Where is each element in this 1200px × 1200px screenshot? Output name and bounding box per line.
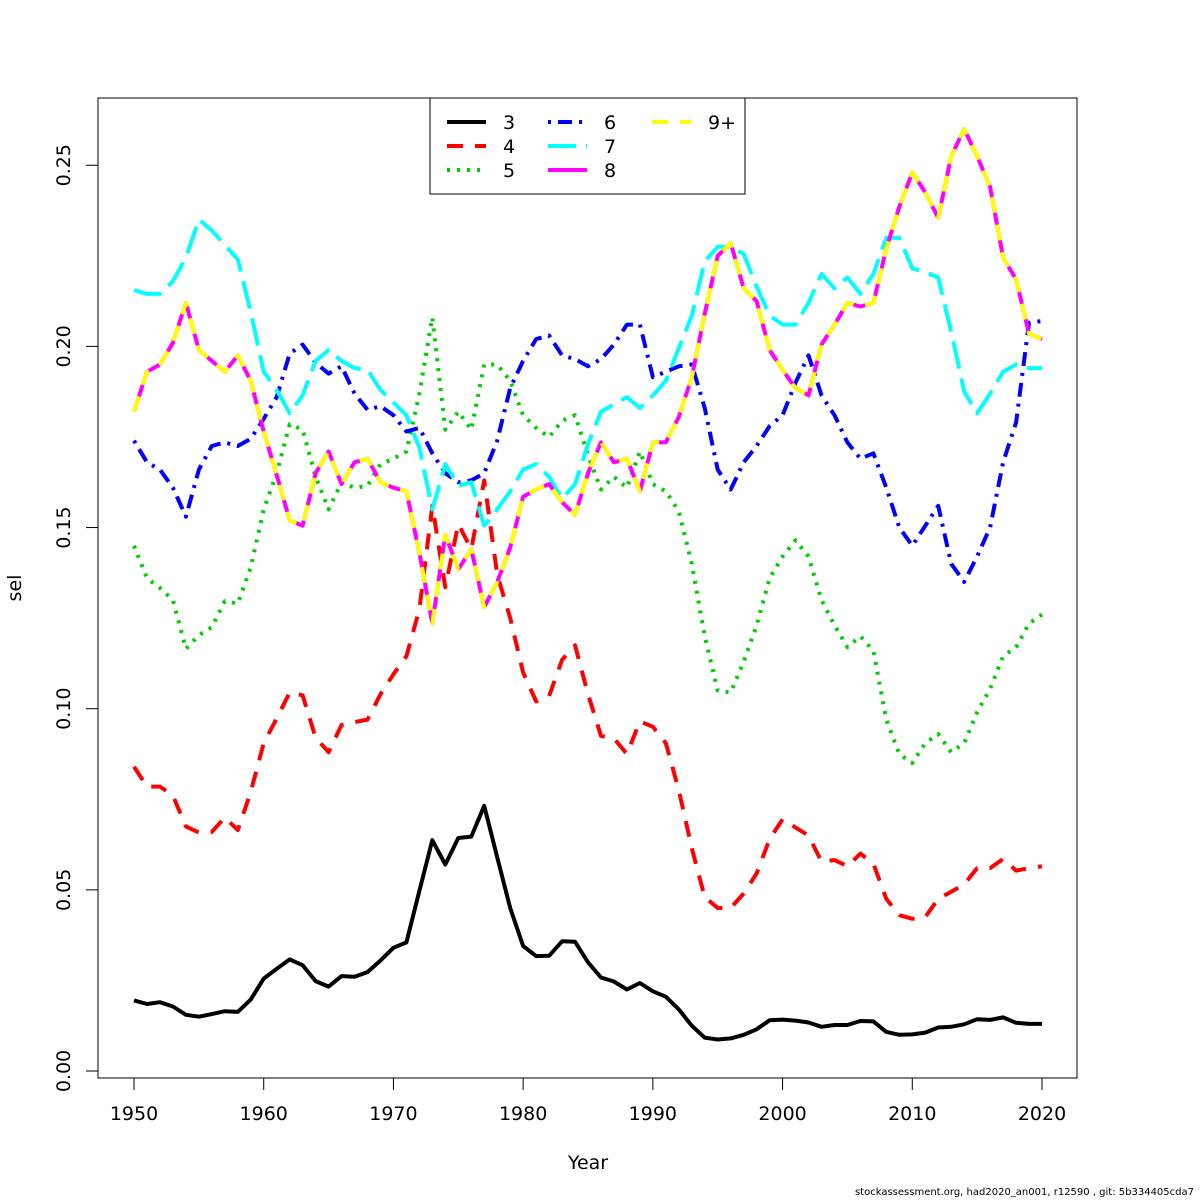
- series-line-8: [132, 127, 1043, 626]
- legend-label: 7: [604, 136, 616, 158]
- legend-label: 4: [503, 136, 515, 158]
- legend-label: 5: [503, 160, 515, 182]
- x-tick-label: 1970: [369, 1103, 417, 1125]
- legend-label: 8: [604, 160, 616, 182]
- legend-label: 6: [604, 112, 616, 134]
- x-tick-label: 1990: [629, 1103, 677, 1125]
- x-axis-title: Year: [567, 1152, 608, 1174]
- legend-label: 9+: [708, 112, 736, 134]
- y-tick-label: 0.15: [53, 506, 75, 548]
- x-tick-label: 1960: [240, 1103, 288, 1125]
- y-tick-label: 0.10: [53, 688, 75, 730]
- legend-label: 3: [503, 112, 515, 134]
- y-tick-label: 0.20: [53, 325, 75, 367]
- x-axis: 1950 1960 1970 1980 1990 2000 2010 2020: [110, 1077, 1066, 1125]
- series-layer: [132, 127, 1044, 1042]
- y-axis-title: sel: [4, 575, 26, 602]
- footer-note: stockassessment.org, had2020_an001, r125…: [854, 1187, 1194, 1198]
- x-tick-label: 2000: [758, 1103, 806, 1125]
- x-tick-label: 2010: [888, 1103, 936, 1125]
- series-line-3: [133, 803, 1042, 1042]
- y-tick-label: 0.05: [53, 869, 75, 911]
- legend: 345 678 9+: [429, 97, 746, 195]
- x-tick-label: 1950: [110, 1103, 158, 1125]
- y-tick-label: 0.25: [53, 144, 75, 186]
- series-line-4: [132, 478, 1043, 921]
- x-tick-label: 1980: [499, 1103, 547, 1125]
- series-line-5: [132, 315, 1044, 765]
- x-tick-label: 2020: [1018, 1103, 1066, 1125]
- y-axis: 0.00 0.05 0.10 0.15 0.20 0.25: [53, 144, 99, 1092]
- y-tick-label: 0.00: [53, 1050, 75, 1092]
- series-line-6: [132, 319, 1043, 584]
